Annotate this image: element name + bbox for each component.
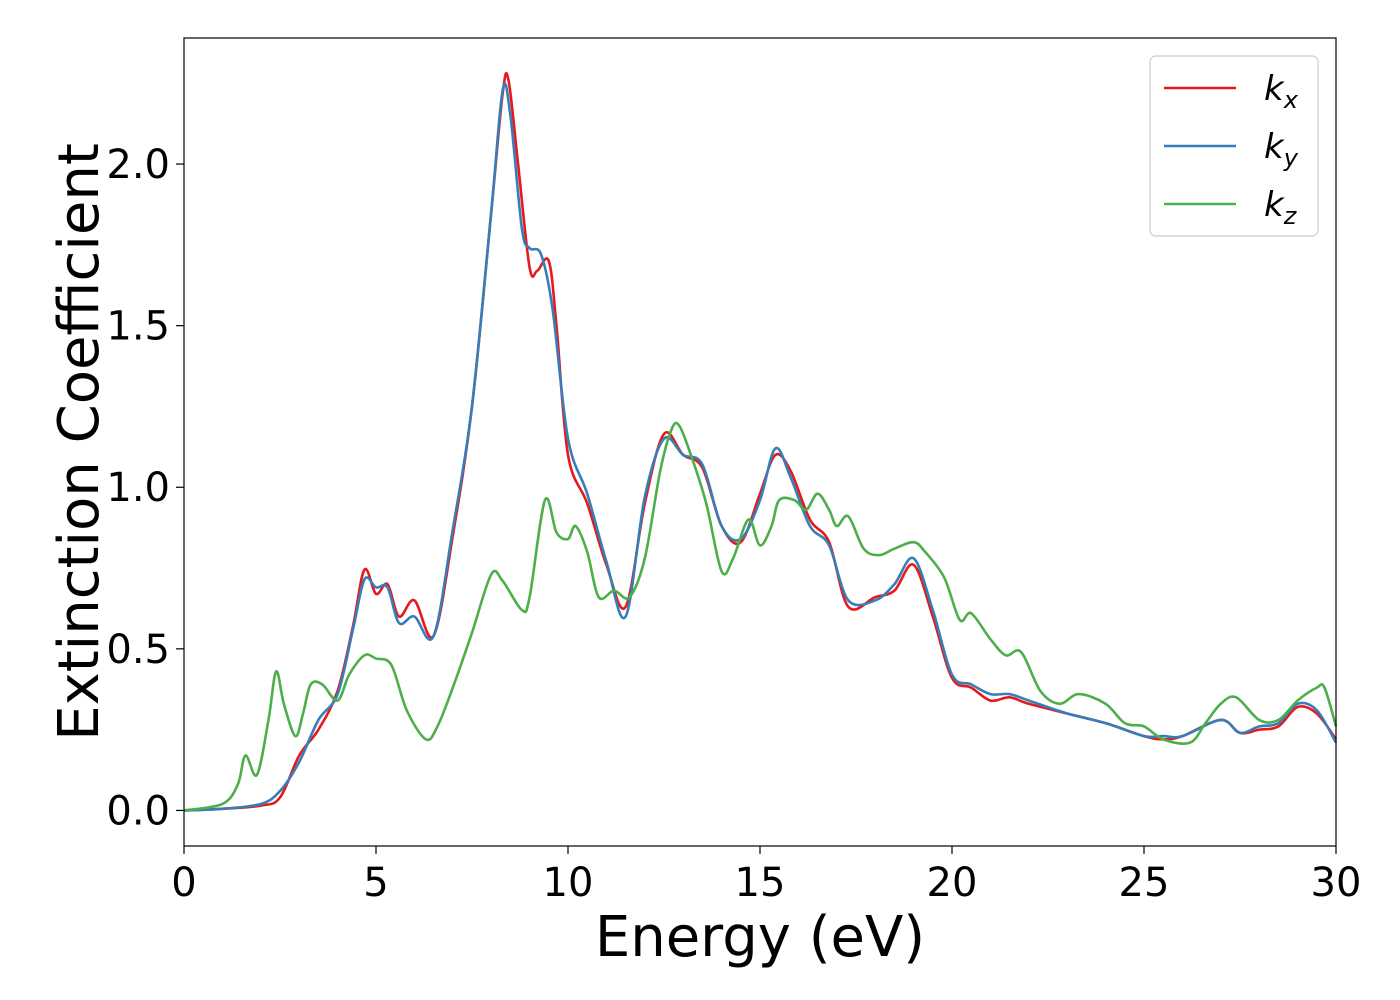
series-line-kz — [183, 421, 1338, 812]
legend-label-ky: ky — [1264, 127, 1299, 172]
x-tick-label: 10 — [543, 860, 594, 906]
y-axis: 0.0 0.5 1.0 1.5 2.0 — [106, 142, 184, 834]
x-tick-label: 25 — [1119, 860, 1170, 906]
y-tick-label: 2.0 — [106, 142, 170, 188]
x-tick-label: 5 — [363, 860, 388, 906]
x-tick-label: 0 — [171, 860, 196, 906]
y-tick-label: 1.5 — [106, 304, 170, 350]
x-tick-label: 30 — [1311, 860, 1362, 906]
legend-label-kz: kz — [1264, 185, 1298, 230]
y-axis-title: Extinction Coefficient — [47, 143, 112, 741]
legend-label-kx: kx — [1264, 69, 1299, 114]
y-tick-label: 1.0 — [106, 465, 170, 511]
x-axis: 0 5 10 15 20 25 30 — [171, 846, 1361, 906]
series-layer — [183, 71, 1338, 812]
y-tick-label: 0.5 — [106, 627, 170, 673]
x-axis-title: Energy (eV) — [595, 905, 925, 970]
y-tick-label: 0.0 — [106, 788, 170, 834]
x-tick-label: 20 — [927, 860, 978, 906]
series-line-ky — [183, 82, 1338, 812]
x-tick-label: 15 — [735, 860, 786, 906]
legend: kx ky kz — [1149, 55, 1319, 237]
